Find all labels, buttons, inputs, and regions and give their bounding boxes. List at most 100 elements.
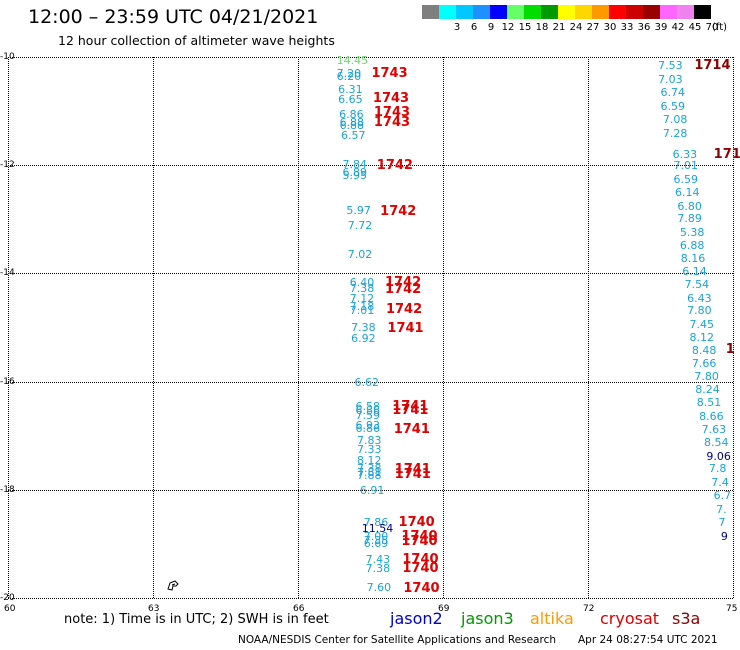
longitude-tick-label: 72 [583,604,595,614]
wave-height-value: 8.51 [696,396,722,410]
pass-time-label: 1743 [373,105,411,121]
latitude-tick-label: -20 [0,593,15,603]
pass-time-label: 1740 [403,581,440,597]
wave-height-value: 7 [718,516,726,530]
wave-height-value: 7.72 [347,218,373,232]
pass-time-label: 1742 [385,301,423,317]
wave-height-value: 6.89 [342,166,367,180]
wave-height-value: 6.92 [351,332,376,346]
longitude-tick-label: 63 [148,604,160,614]
wave-height-value: 5.95 [342,168,367,182]
wave-height-value: 6.91 [359,483,385,497]
wave-height-value: 5.97 [346,203,371,217]
longitude-tick-label: 69 [438,604,450,614]
legend-swatch [609,5,626,19]
legend-swatch [592,5,609,19]
pass-time-label: 1742 [380,204,417,220]
wave-height-value: 7.03 [658,72,683,86]
legend-swatch [422,5,439,19]
wave-height-value: 7.20 [336,67,362,81]
pass-time-label: 1741 [394,466,431,482]
wave-height-value: 6.65 [338,92,363,106]
pass-time-label: 1742 [376,158,413,174]
wave-height-value: 6.33 [672,148,698,162]
wave-height-value: 6.14 [682,265,707,279]
legend-swatch [626,5,643,19]
pass-time-label: 1740 [401,534,438,550]
wave-height-value: 7.81 [356,466,382,480]
legend-label: 6 [470,22,478,33]
pass-time-label: 1741 [392,402,429,418]
wave-height-value: 7.4 [711,475,729,489]
wave-height-value: 7.28 [662,126,688,140]
legend-swatch [507,5,524,19]
latitude-tick-label: -10 [0,52,15,62]
pass-time-label: 1 [725,342,735,358]
wave-height-value: 8.66 [699,409,724,423]
island-outline-icon [167,580,179,591]
legend-unit: (ft) [712,22,728,33]
pass-time-label: 1714 [694,58,731,74]
legend-swatch [694,5,711,19]
wave-height-value: 7.38 [349,282,375,295]
grid-line-longitude [588,57,589,598]
grid-line-latitude [8,489,733,491]
wave-height-value: 6.7 [713,489,732,503]
longitude-tick-label: 60 [4,604,16,614]
latitude-tick-label: -14 [0,268,15,279]
chart-subtitle: 12 hour collection of altimeter wave hei… [58,33,335,48]
legend-swatch [473,5,490,19]
wave-height-value: 7.38 [351,320,376,334]
pass-time-label: 1742 [385,281,422,297]
legend-label: 30 [603,22,617,33]
legend-swatch [490,5,507,19]
pass-time-label: 1743 [372,90,410,106]
grid-line-longitude [733,57,734,598]
satellite-name-jason3: jason3 [461,609,514,628]
latitude-tick-label: -16 [0,376,15,387]
legend-label: 27 [586,22,600,33]
wave-height-value: 7.86 [363,516,389,530]
legend-swatch [643,5,660,19]
wave-height-value: 14.45 [336,53,369,67]
wave-height-value: 6.74 [660,86,686,100]
wave-height-value: 9.06 [706,449,731,463]
wave-height-value: 7.01 [673,159,699,173]
legend-label: 36 [637,22,651,33]
pass-time-label: 1743 [373,114,411,130]
grid-line-longitude [153,57,154,598]
wave-height-value: 6.57 [341,129,366,143]
wave-height-value: 7.8 [708,462,727,476]
pass-time-label: 1741 [392,398,429,414]
legend-swatch [575,5,592,19]
wave-height-value: 6.86 [355,403,381,417]
wave-height-value: 7.02 [347,248,373,262]
wave-height-value: 7.08 [662,113,688,127]
pass-time-label: 1741 [393,422,430,438]
legend-swatch [677,5,694,19]
legend-label: 21 [552,22,566,33]
wave-height-value: 6.40 [349,275,375,289]
legend-label: 70 [705,22,719,33]
pass-time-label: 1740 [398,515,435,531]
wave-height-value: 6.59 [660,99,686,113]
wave-height-value: 6.43 [687,291,712,305]
legend-label: 24 [569,22,583,33]
wave-height-value: 6.20 [336,69,362,83]
legend-swatch [660,5,677,19]
wave-height-value: 6.69 [363,536,389,550]
pass-time-label: 1713 [713,147,740,163]
wave-height-value: 7.89 [677,212,702,226]
pass-time-label: 1740 [401,528,438,544]
wave-height-value: 7.43 [365,553,391,567]
grid-line-latitude [8,165,733,167]
wave-height-value: 8.48 [691,344,717,358]
grid-line-longitude [443,57,444,598]
wave-height-value: 7.80 [694,370,719,384]
satellite-name-s3a: s3a [672,609,701,628]
wave-height-value: 6.59 [673,172,699,186]
satellite-name-jason2: jason2 [390,609,443,628]
chart-title: 12:00 – 23:59 UTC 04/21/2021 [28,6,319,28]
wave-height-value: 5.38 [679,226,705,240]
wave-height-value: 7.80 [687,304,712,318]
